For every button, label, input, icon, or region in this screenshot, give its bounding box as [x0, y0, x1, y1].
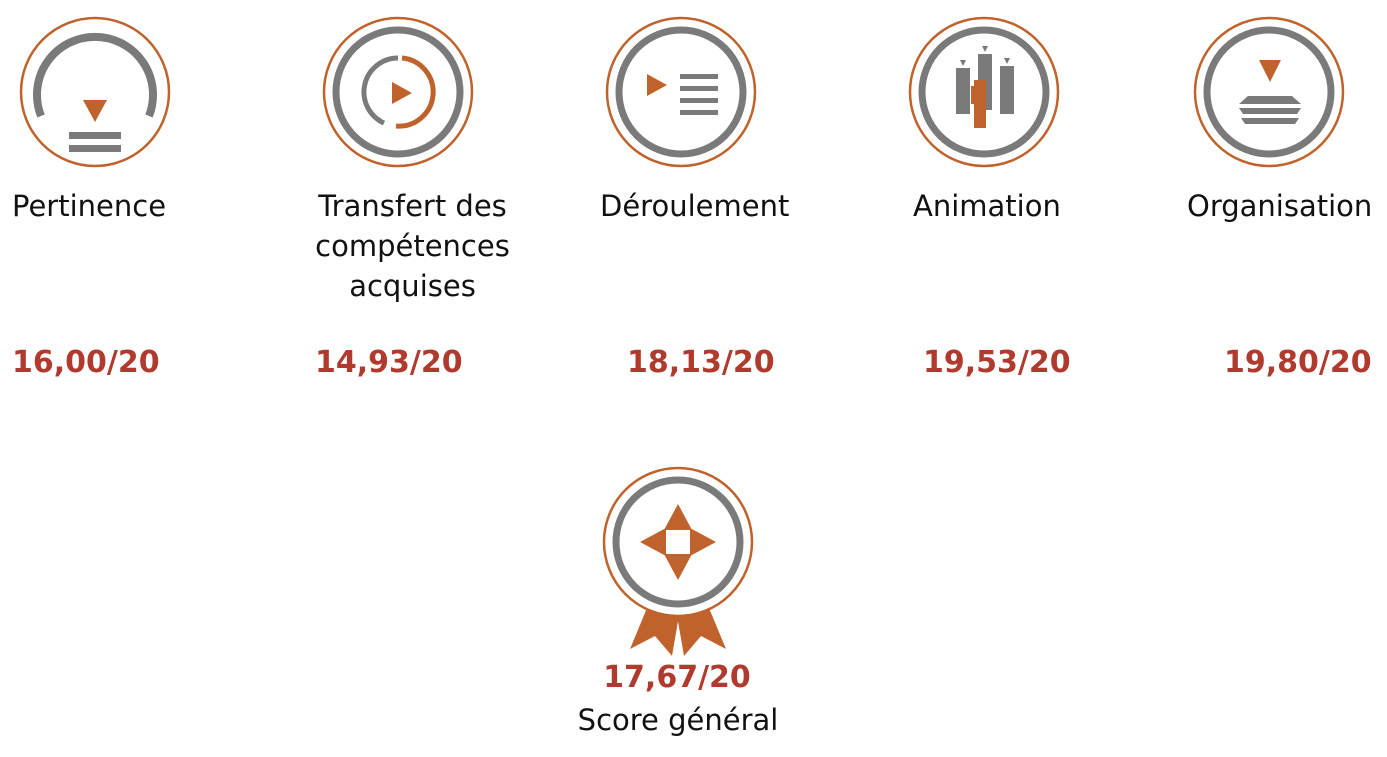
category-score-organisation: 19,80/20: [1224, 345, 1372, 380]
category-label-organisation: Organisation: [1187, 189, 1373, 223]
organisation-icon: [1193, 16, 1345, 168]
category-label-transfert: Transfert des compétences acquises: [300, 186, 525, 306]
category-label-animation: Animation: [913, 189, 1061, 223]
category-label-deroulement: Déroulement: [600, 189, 790, 223]
category-label-transfert-line3: acquises: [349, 269, 476, 303]
category-score-deroulement: 18,13/20: [627, 345, 775, 380]
category-label-transfert-line1: Transfert des: [318, 189, 507, 223]
pertinence-icon: [19, 16, 171, 168]
transfer-icon: [322, 16, 474, 168]
progress-icon: [605, 16, 757, 168]
animation-icon: [908, 16, 1060, 168]
overall-score-label: Score général: [577, 703, 779, 737]
category-score-animation: 19,53/20: [923, 345, 1071, 380]
category-score-pertinence: 16,00/20: [12, 345, 160, 380]
category-label-transfert-line2: compétences: [315, 229, 510, 263]
award-medal-icon: [602, 466, 754, 666]
category-score-transfert: 14,93/20: [315, 345, 463, 380]
overall-score: 17,67/20: [603, 660, 751, 695]
category-label-pertinence: Pertinence: [12, 189, 167, 223]
